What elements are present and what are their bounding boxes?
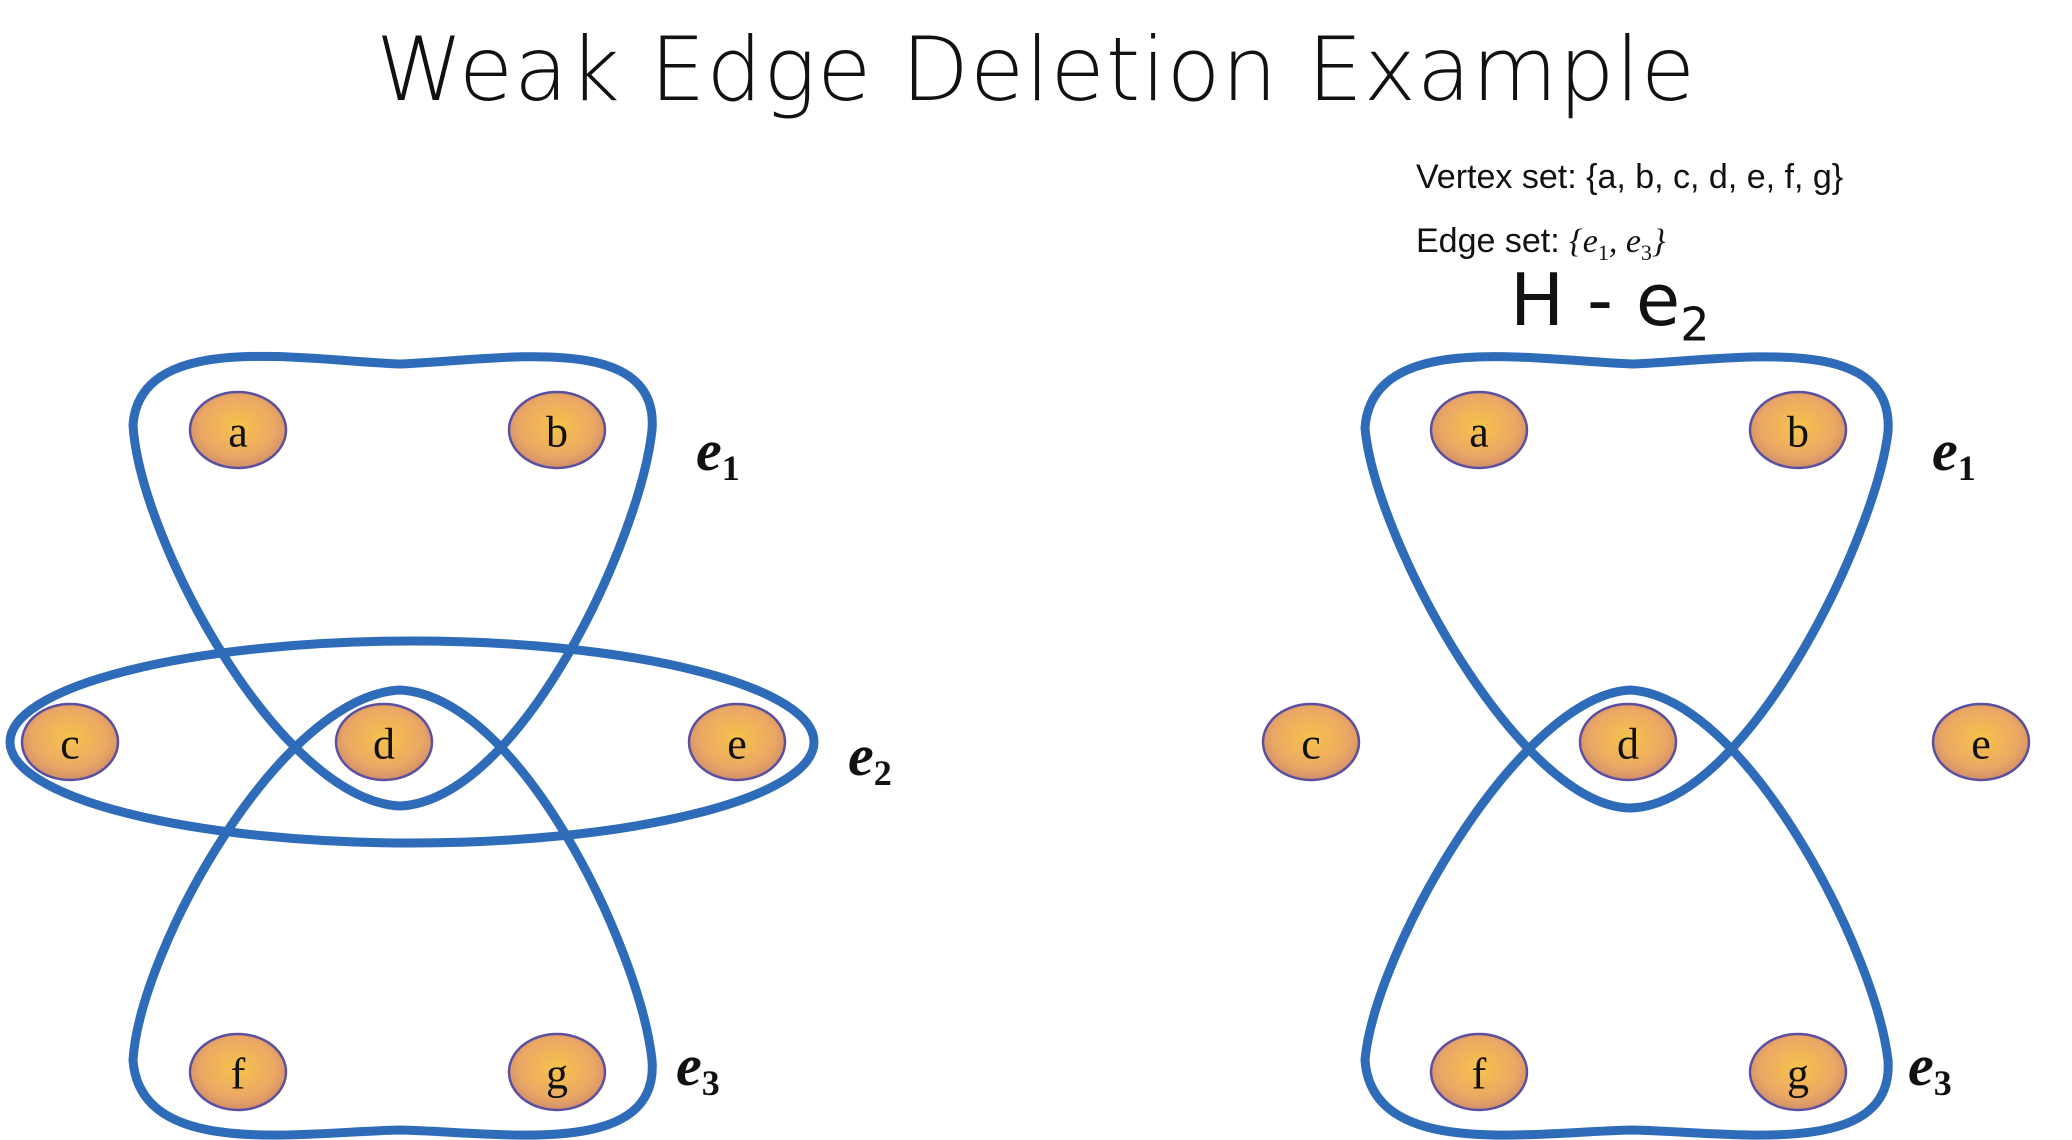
- left-node-g: g: [507, 1032, 607, 1112]
- left-hyperedge-e3: [128, 685, 657, 1140]
- edge-set-separator: ,: [1608, 223, 1626, 260]
- edge-set-prefix: Edge set:: [1416, 222, 1570, 260]
- right-node-e-label: e: [1971, 720, 1991, 769]
- right-node-a: a: [1429, 390, 1529, 470]
- right-graph-title-main: H - e: [1510, 258, 1681, 342]
- left-node-e-label: e: [727, 720, 747, 769]
- vertex-set-text: Vertex set: {a, b, c, d, e, f, g}: [1416, 158, 1844, 196]
- left-hyperedge-e1: [128, 351, 657, 811]
- right-node-c-label: c: [1301, 720, 1321, 769]
- left-node-f-label: f: [231, 1050, 246, 1099]
- right-node-c: c: [1261, 702, 1361, 782]
- left-node-a: a: [188, 390, 288, 470]
- left-edge-label-e1: e1: [696, 418, 740, 488]
- right-graph-title: H - e2: [1510, 258, 1709, 351]
- left-node-e: e: [687, 702, 787, 782]
- left-edge-label-e3: e3: [676, 1033, 720, 1103]
- right-node-b-label: b: [1787, 408, 1809, 457]
- left-hypergraph: a b c d e f g e1 e2 e3: [5, 351, 892, 1140]
- right-node-d: d: [1578, 702, 1678, 782]
- left-node-c-label: c: [60, 720, 80, 769]
- left-hyperedge-e2: [5, 636, 819, 848]
- right-node-b: b: [1748, 390, 1848, 470]
- left-node-b: b: [507, 390, 607, 470]
- left-node-f: f: [188, 1032, 288, 1112]
- left-node-d: d: [334, 702, 434, 782]
- edge-set-e3-sub: 3: [1640, 239, 1652, 265]
- right-edge-label-e3: e3: [1908, 1033, 1952, 1103]
- left-node-d-label: d: [373, 720, 395, 769]
- right-hyperedge-e1: [1360, 352, 1893, 813]
- right-edge-label-e1: e1: [1932, 418, 1976, 488]
- edge-set-e3: e: [1625, 223, 1641, 260]
- edge-set-e1: e: [1582, 223, 1598, 260]
- right-node-g: g: [1748, 1032, 1848, 1112]
- left-node-c: c: [20, 702, 120, 782]
- right-node-a-label: a: [1469, 408, 1489, 457]
- right-graph-title-sub: 2: [1680, 297, 1710, 352]
- edge-set-e1-sub: 1: [1597, 239, 1609, 265]
- left-edge-label-e2: e2: [848, 723, 892, 793]
- right-node-d-label: d: [1617, 720, 1639, 769]
- edge-set-open-brace: {: [1569, 223, 1583, 260]
- edge-set-close-brace: }: [1651, 223, 1666, 260]
- left-node-b-label: b: [546, 408, 568, 457]
- left-node-g-label: g: [546, 1050, 568, 1099]
- right-node-e: e: [1931, 702, 2031, 782]
- edge-set-text: Edge set: {e1, e3}: [1416, 224, 1666, 264]
- slide-title: Weak Edge Deletion Example: [375, 18, 1697, 121]
- right-hyperedge-e3: [1360, 685, 1893, 1140]
- left-node-a-label: a: [228, 408, 248, 457]
- right-node-f-label: f: [1472, 1050, 1487, 1099]
- edge-set-value: {e1, e3}: [1569, 223, 1666, 264]
- right-node-g-label: g: [1787, 1050, 1809, 1099]
- right-hypergraph: a b c d e f g e1 e3: [1261, 352, 2031, 1140]
- right-node-f: f: [1429, 1032, 1529, 1112]
